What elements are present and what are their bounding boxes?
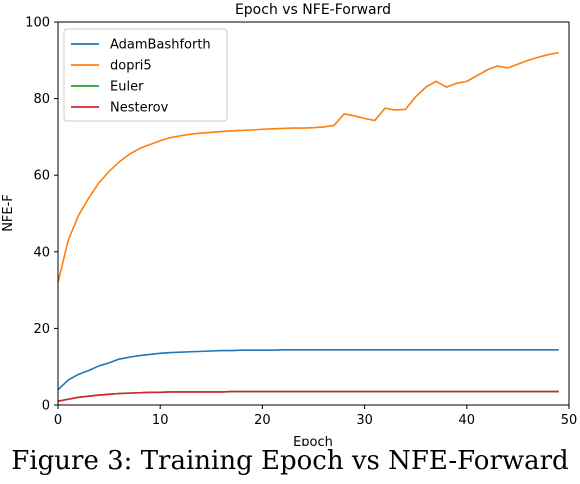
y-axis-label: NFE-F bbox=[1, 194, 16, 232]
x-tick-label: 0 bbox=[54, 413, 62, 428]
legend-label: Euler bbox=[110, 80, 144, 95]
y-tick-label: 0 bbox=[42, 399, 50, 414]
legend-label: Nesterov bbox=[110, 101, 169, 116]
plot-frame bbox=[57, 21, 570, 406]
legend-box bbox=[63, 28, 228, 122]
chart-title: Epoch vs NFE-Forward bbox=[235, 2, 391, 18]
y-tick-label: 100 bbox=[25, 16, 50, 31]
series-line-dopri5 bbox=[57, 51, 559, 283]
series-line-adambashforth bbox=[57, 349, 559, 391]
legend: AdamBashforth dopri5 Euler Nesterov bbox=[63, 28, 228, 122]
legend-label: AdamBashforth bbox=[110, 38, 211, 53]
line-chart: Epoch vs NFE-Forward 0 10 20 30 40 50 0 20 40 60… bbox=[1, 2, 577, 446]
x-tick-label: 40 bbox=[459, 413, 476, 428]
x-tick-label: 50 bbox=[561, 413, 578, 428]
series-line-nesterov bbox=[57, 390, 559, 402]
x-axis: 0 10 20 30 40 50 bbox=[54, 405, 577, 428]
y-tick-label: 60 bbox=[33, 169, 50, 184]
legend-label: dopri5 bbox=[110, 59, 152, 74]
x-tick-label: 10 bbox=[152, 413, 169, 428]
y-tick-label: 20 bbox=[33, 322, 50, 337]
y-tick-label: 80 bbox=[33, 92, 50, 107]
x-axis-label: Epoch bbox=[293, 435, 333, 446]
series-layer bbox=[57, 51, 559, 402]
y-axis: 0 20 40 60 80 100 bbox=[25, 16, 58, 414]
figure-caption: Figure 3: Training Epoch vs NFE-Forward bbox=[11, 446, 569, 476]
x-tick-label: 30 bbox=[356, 413, 373, 428]
y-tick-label: 40 bbox=[33, 245, 50, 260]
x-tick-label: 20 bbox=[254, 413, 271, 428]
